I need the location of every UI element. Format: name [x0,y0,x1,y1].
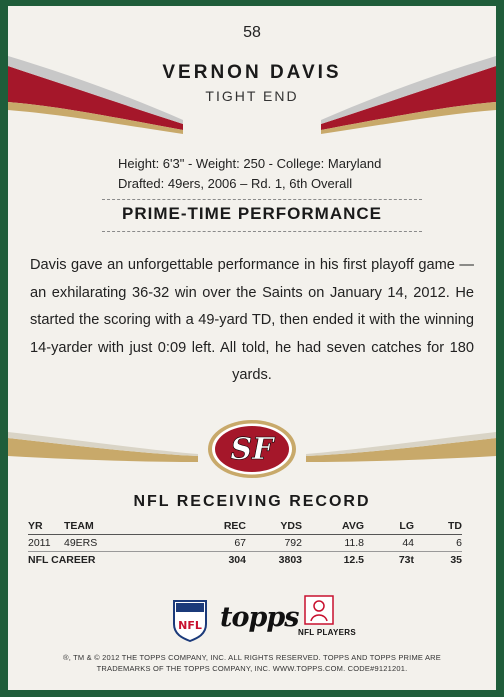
record-title: NFL RECEIVING RECORD [133,493,371,510]
table-row: 2011 49ERS 67 792 11.8 44 6 [28,535,462,552]
cell-td: 6 [456,537,462,549]
nfl-players-logo-icon [304,595,334,625]
legal-line-2: TRADEMARKS OF THE TOPPS COMPANY, INC. WW… [96,664,408,673]
header-rec: REC [174,518,246,535]
cell-rec: 67 [234,537,246,549]
career-avg: 12.5 [302,551,364,568]
nfl-players-text: NFL PLAYERS [298,628,356,637]
bio-line-1: Height: 6'3" - Weight: 250 - College: Ma… [118,156,382,171]
card-number: 58 [243,24,261,41]
cell-team: 49ERS [64,537,98,549]
header-lg: LG [364,518,414,535]
header-yds: YDS [246,518,302,535]
header-team: TEAM [64,518,174,535]
bio-line-2: Drafted: 49ers, 2006 – Rd. 1, 6th Overal… [118,176,353,191]
performance-title: PRIME-TIME PERFORMANCE [122,204,382,223]
top-swoosh-graphic [8,56,496,134]
middle-swoosh-graphic [8,432,496,462]
cell-yr: 2011 [28,537,51,549]
team-logo-text: SF [231,432,277,467]
nfl-logo-text: NFL [178,619,202,632]
cell-yds: 792 [284,537,302,549]
header-yr: YR [28,518,64,535]
player-position: TIGHT END [205,88,299,104]
stats-header-row: YR TEAM REC YDS AVG LG TD [28,518,462,535]
career-yds: 3803 [246,551,302,568]
divider-bottom [102,231,422,232]
team-logo: SF [208,420,296,478]
career-rec: 304 [174,551,246,568]
career-td: 35 [414,551,462,568]
legal-text: ®, TM & © 2012 THE TOPPS COMPANY, INC. A… [8,652,496,674]
player-name: VERNON DAVIS [162,62,342,83]
career-lg: 73t [364,551,414,568]
topps-logo: topps [220,602,299,633]
divider-top [102,199,422,200]
header-td: TD [414,518,462,535]
legal-line-1: ®, TM & © 2012 THE TOPPS COMPANY, INC. A… [62,653,442,662]
card-back: 58 VERNON DAVIS TIGHT END Height: 6'3" -… [8,6,496,690]
nfl-shield-logo: NFL [173,600,207,642]
career-label: NFL CAREER [28,551,174,568]
player-bio: Height: 6'3" - Weight: 250 - College: Ma… [118,154,381,194]
stats-table: YR TEAM REC YDS AVG LG TD 2011 49ERS 67 … [28,518,462,568]
cell-lg: 44 [402,537,414,549]
performance-text: Davis gave an unforgettable performance … [30,257,474,383]
cell-avg: 11.8 [344,537,364,549]
header-avg: AVG [302,518,364,535]
career-row: NFL CAREER 304 3803 12.5 73t 35 [28,551,462,568]
